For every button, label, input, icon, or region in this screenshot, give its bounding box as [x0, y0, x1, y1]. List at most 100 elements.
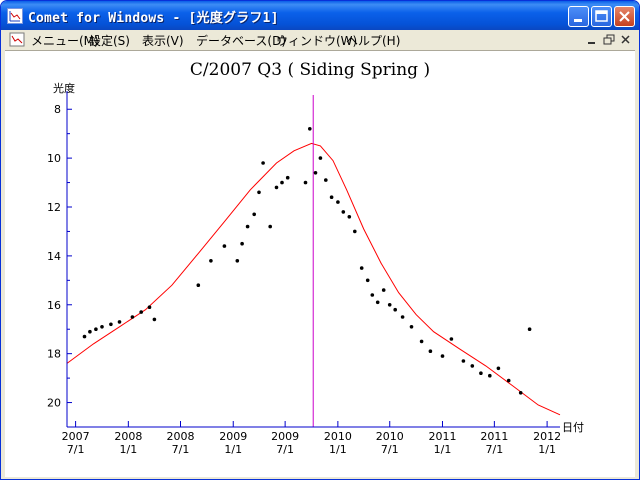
x-tick-label-date: 1/1 [119, 443, 137, 456]
observation-point [209, 259, 213, 263]
observation-point [139, 310, 143, 314]
observation-point [100, 325, 104, 329]
observation-point [370, 293, 375, 297]
observation-point [440, 354, 445, 358]
x-axis-label: 日付 [562, 421, 584, 434]
observation-point [347, 215, 352, 219]
y-tick-label: 14 [47, 250, 61, 263]
mdi-close-button[interactable] [619, 33, 633, 46]
chart-title: C/2007 Q3 ( Siding Spring ) [190, 60, 430, 80]
y-tick-label: 10 [47, 152, 61, 165]
observation-point [470, 364, 475, 368]
menu-item-database[interactable]: データベース(D) [196, 34, 287, 48]
minimize-icon [588, 42, 595, 44]
x-tick-label-date: 1/1 [329, 443, 347, 456]
observation-point [313, 171, 318, 175]
x-tick-label-year: 2012 [533, 430, 561, 443]
menu-item-help[interactable]: ヘルプ(H) [346, 34, 401, 48]
observation-point [329, 195, 334, 199]
mdi-restore-button[interactable] [602, 33, 616, 46]
observation-point [82, 334, 87, 339]
observation-point [88, 329, 92, 334]
observation-point [235, 259, 240, 263]
menu-bar: メニュー(M) 設定(S) 表示(V) データベース(D) ウィンドウ(W) ヘ… [5, 30, 635, 50]
menu-item-settings[interactable]: 設定(S) [89, 34, 130, 48]
menu-item-menu[interactable]: メニュー(M) [31, 34, 99, 48]
observation-point [109, 322, 113, 327]
observation-point [518, 391, 523, 395]
observation-point [506, 378, 511, 383]
observation-point [280, 180, 284, 185]
observation-point [341, 210, 346, 214]
x-tick-label-date: 7/1 [486, 443, 504, 456]
observation-point [449, 337, 454, 341]
x-tick-label-year: 2010 [324, 430, 352, 443]
x-tick-label-year: 2011 [428, 430, 456, 443]
x-tick-label-date: 7/1 [381, 443, 399, 456]
menu-item-view[interactable]: 表示(V) [142, 34, 184, 48]
observation-point [196, 283, 201, 287]
x-tick-label-date: 1/1 [434, 443, 452, 456]
observation-point [353, 229, 357, 234]
x-tick-label-date: 7/1 [276, 443, 294, 456]
observation-point [387, 303, 392, 307]
observation-point [152, 317, 157, 322]
title-bar[interactable]: Comet for Windows - [光度グラフ1] [1, 1, 639, 30]
observation-point [274, 185, 279, 190]
observation-point [94, 327, 98, 332]
y-tick-label: 18 [47, 348, 61, 361]
observation-point [375, 300, 380, 305]
y-tick-label: 20 [47, 397, 61, 410]
observation-point [419, 339, 424, 344]
x-tick-label-year: 2007 [62, 430, 90, 443]
observation-point [479, 371, 483, 376]
observation-point [496, 366, 501, 371]
observation-point [359, 266, 364, 270]
y-tick-label: 12 [47, 201, 61, 214]
x-tick-label-date: 1/1 [538, 443, 556, 456]
y-tick-label: 16 [47, 299, 61, 312]
observation-point [318, 156, 323, 160]
observation-point [147, 305, 152, 309]
observation-point [268, 224, 273, 229]
observation-point [336, 200, 340, 204]
observation-point [245, 224, 250, 229]
observation-point [324, 178, 328, 182]
x-tick-label-year: 2008 [167, 430, 195, 443]
model-curve [66, 142, 561, 416]
app-icon[interactable] [7, 8, 23, 24]
observation-point [261, 161, 265, 165]
minimize-icon [574, 19, 582, 22]
minimize-button[interactable] [568, 6, 589, 27]
window-title: Comet for Windows - [光度グラフ1] [28, 11, 279, 26]
close-button[interactable] [614, 6, 635, 27]
close-icon [621, 35, 630, 44]
mdi-minimize-button[interactable] [585, 33, 599, 46]
close-icon [619, 11, 630, 22]
observation-point [400, 315, 405, 319]
x-tick-label-date: 7/1 [67, 443, 85, 456]
observation-point [285, 175, 290, 180]
x-tick-label-year: 2009 [271, 430, 299, 443]
x-tick-label-date: 1/1 [224, 443, 242, 456]
x-tick-label-year: 2008 [114, 430, 142, 443]
maximize-button[interactable] [591, 6, 612, 27]
observation-point [257, 190, 261, 195]
graph-area: C/2007 Q3 ( Siding Spring ) 光度 日付 8 10 12 1… [5, 50, 635, 477]
observation-point [488, 373, 492, 378]
menu-item-window[interactable]: ウィンドウ(W) [276, 34, 358, 48]
observation-point [252, 212, 256, 217]
observation-point [222, 244, 227, 248]
observation-point [428, 349, 433, 354]
observation-point [130, 315, 135, 319]
y-tick-label: 8 [54, 103, 61, 116]
x-tick-label-year: 2011 [480, 430, 508, 443]
observation-point [240, 241, 244, 246]
light-curve-chart: C/2007 Q3 ( Siding Spring ) 光度 日付 8 10 12 1… [47, 60, 584, 456]
observation-point [365, 278, 370, 283]
document-icon[interactable] [9, 32, 25, 47]
restore-icon [603, 34, 615, 45]
observation-point [381, 288, 386, 292]
observation-point [308, 127, 312, 131]
